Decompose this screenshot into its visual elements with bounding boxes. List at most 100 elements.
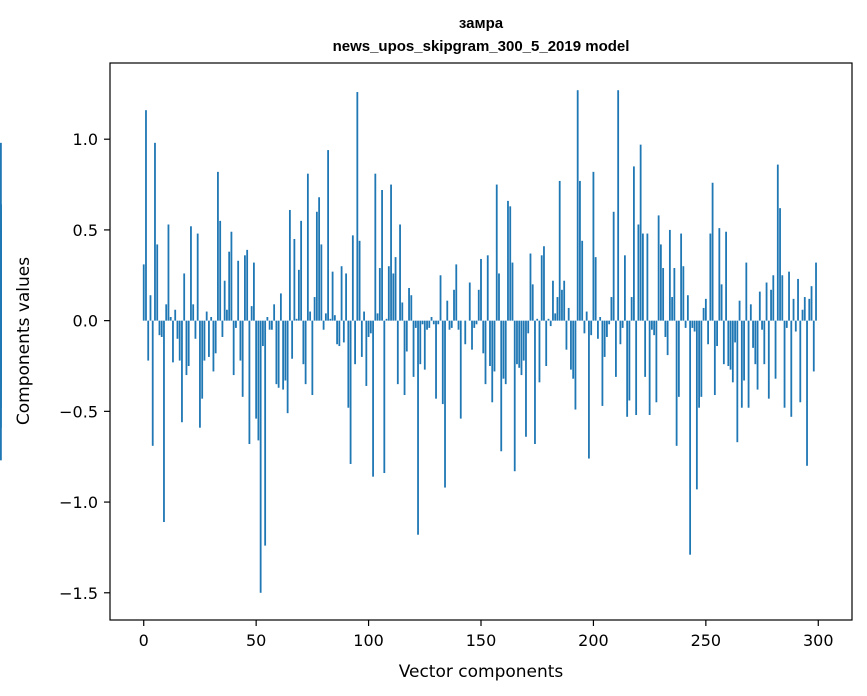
bar-201 [594,257,597,321]
bar-62 [282,320,285,390]
bar-107 [383,320,386,474]
bar-57 [270,320,273,330]
bar-9 [163,320,165,523]
y-tick-label: 1.0 [73,130,98,149]
bar-250 [704,298,707,321]
bar-260 [727,320,730,366]
bar-85 [333,315,336,321]
bar-229 [657,215,660,321]
bar-65 [288,209,291,321]
bar-18 [183,273,186,321]
bar-111 [392,273,395,321]
bar-34 [219,220,222,321]
bar-193 [576,90,579,321]
bar-41 [235,320,237,328]
bar-121 [414,320,417,328]
bar-146 [471,320,473,350]
bar-159 [500,320,503,452]
bar-275 [761,320,763,330]
bar-246 [695,320,698,490]
bar-19 [185,320,188,376]
bar-28 [205,311,208,321]
bar-269 [747,320,750,408]
bar-117 [405,320,408,352]
bar-undefined [0,320,2,408]
y-tick-label: −1.0 [59,493,98,512]
bar-257 [720,284,723,321]
bar-126 [426,320,428,330]
bar-36 [223,280,226,321]
bar-245 [693,320,696,332]
bar-44 [241,320,244,397]
bar-265 [738,300,741,321]
bar-196 [583,320,586,334]
bar-75 [311,320,314,396]
bar-207 [608,320,611,325]
bar-81 [324,313,327,321]
bar-295 [806,320,808,466]
x-axis-label: Vector components [399,662,564,682]
bar-26 [201,320,204,399]
bar-153 [486,255,489,321]
bar-105 [378,268,381,321]
bar-219 [635,320,638,415]
bar-127 [428,320,431,328]
bar-89 [342,320,345,343]
bar-79 [320,244,323,321]
bar-177 [540,255,543,321]
bar-285 [783,320,786,408]
bar-181 [549,320,552,327]
bar-282 [776,164,779,321]
bar-66 [291,320,294,359]
bar-292 [799,320,802,403]
bar-184 [556,297,559,321]
bar-16 [178,320,181,361]
bar-210 [615,320,617,377]
bar-30 [210,317,213,321]
x-tick-label: 100 [353,631,384,650]
bar-186 [561,289,563,321]
y-axis-label: Components values [14,257,34,425]
bar-221 [639,144,642,321]
bar-225 [648,320,651,415]
bar-155 [491,320,494,403]
bar-108 [385,318,388,321]
bar-5 [154,142,156,321]
bar-40 [232,320,235,376]
bar-157 [495,184,498,321]
bar-194 [579,180,581,321]
bar-209 [612,211,615,321]
bar-297 [810,286,813,321]
bar-198 [588,320,590,459]
bar-258 [722,320,725,365]
bar-203 [599,317,602,321]
bar-60 [277,320,280,388]
bar-1 [145,110,147,321]
bar-63 [284,320,287,381]
bar-37 [226,309,228,321]
bar-288 [790,320,793,417]
bar-29 [208,320,210,357]
bar-150 [480,258,482,321]
bar-132 [439,275,442,321]
bar-212 [619,320,622,345]
bar-51 [257,320,260,441]
bar-80 [322,320,325,330]
bar-71 [302,320,305,365]
bar-100 [367,320,370,337]
bar-129 [432,320,435,325]
bar-298 [812,320,815,372]
bar-31 [212,320,215,372]
bar-undefined [0,204,2,321]
bar-135 [446,300,449,321]
bar-67 [293,238,296,321]
bar-15 [176,320,179,339]
bar-131 [437,320,440,325]
bar-55 [266,317,269,321]
bar-114 [399,224,401,321]
chart-title-line-1: замра [459,15,504,32]
bar-152 [484,320,487,385]
bar-222 [641,233,644,321]
bar-233 [666,320,669,356]
bar-241 [684,320,687,328]
